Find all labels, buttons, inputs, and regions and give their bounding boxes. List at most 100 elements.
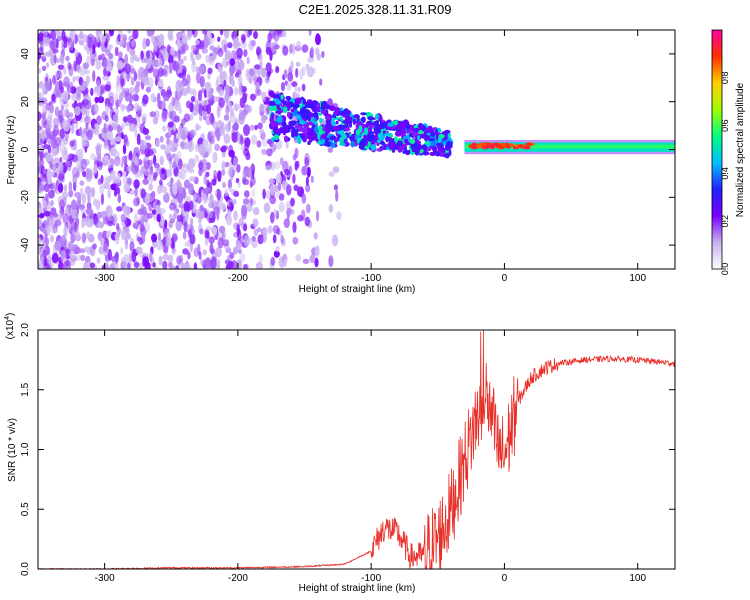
noise-blob (287, 72, 294, 82)
noise-blob (51, 93, 56, 102)
signal-blob (276, 93, 280, 98)
noise-blob (149, 158, 155, 166)
signal-blob (339, 136, 344, 144)
noise-blob (125, 105, 132, 112)
noise-blob (182, 231, 187, 240)
noise-blob (256, 46, 261, 53)
noise-blob (172, 60, 180, 72)
noise-blob (82, 62, 89, 70)
noise-blob (93, 104, 99, 114)
noise-blob (86, 75, 91, 84)
noise-blob (136, 107, 143, 114)
noise-blob (59, 54, 64, 63)
noise-blob (86, 231, 90, 238)
signal-blob (290, 108, 295, 113)
y-tick-label: 1.0 (20, 442, 31, 456)
noise-blob (42, 105, 48, 116)
x-tick-label: 0 (502, 273, 508, 284)
signal-blob (295, 97, 302, 105)
noise-blob (292, 236, 299, 245)
noise-blob (225, 104, 230, 117)
noise-blob (114, 252, 119, 263)
noise-blob (279, 157, 284, 166)
noise-blob (177, 49, 181, 61)
signal-blob (409, 132, 413, 137)
noise-blob (41, 129, 46, 141)
noise-blob (305, 63, 310, 71)
carrier-peak (479, 142, 488, 147)
noise-blob (184, 141, 189, 150)
noise-blob (122, 173, 128, 186)
noise-blob (92, 243, 97, 250)
noise-blob (205, 171, 210, 178)
noise-blob (251, 170, 255, 180)
snr-multiplier-base: (x10 (5, 319, 16, 339)
noise-blob (142, 206, 147, 216)
noise-blob (74, 33, 78, 45)
noise-blob (167, 53, 174, 65)
signal-blob (376, 148, 383, 152)
noise-blob (68, 181, 73, 193)
signal-blob (303, 109, 308, 114)
noise-blob (121, 77, 125, 87)
noise-blob (100, 33, 107, 44)
signal-blob (418, 130, 424, 135)
noise-blob (175, 132, 182, 140)
noise-blob (118, 92, 124, 103)
noise-blob (276, 227, 281, 235)
noise-blob (237, 181, 241, 188)
signal-blob (285, 101, 292, 109)
noise-blob (202, 30, 208, 35)
noise-blob (280, 235, 285, 244)
noise-blob (64, 100, 69, 110)
noise-blob (69, 140, 75, 147)
signal-blob (383, 143, 387, 151)
noise-blob (174, 100, 181, 111)
noise-blob (178, 203, 185, 209)
noise-blob (270, 211, 275, 224)
noise-blob (189, 241, 193, 253)
noise-blob (304, 216, 311, 227)
noise-blob (219, 71, 226, 80)
noise-blob (168, 221, 173, 229)
noise-blob (144, 192, 151, 205)
noise-blob (248, 30, 253, 36)
noise-blob (169, 110, 174, 120)
signal-blob (324, 137, 330, 141)
noise-blob (216, 130, 221, 142)
signal-blob (335, 120, 339, 125)
noise-blob (73, 181, 77, 192)
noise-blob (139, 224, 145, 232)
noise-blob (151, 209, 157, 215)
noise-blob (57, 164, 65, 172)
signal-blob (339, 142, 346, 146)
noise-blob (231, 131, 238, 143)
signal-blob (284, 135, 289, 143)
noise-blob (131, 39, 136, 47)
noise-blob (161, 168, 165, 175)
noise-blob (238, 217, 244, 227)
noise-blob (228, 166, 234, 178)
noise-blob (252, 218, 259, 228)
signal-blob (360, 116, 366, 123)
noise-blob (136, 236, 141, 242)
signal-blob (282, 106, 288, 114)
noise-blob (123, 254, 130, 265)
noise-blob (260, 67, 267, 78)
noise-blob (246, 204, 253, 212)
signal-blob (363, 134, 368, 139)
noise-blob (86, 35, 92, 47)
noise-blob (310, 175, 314, 184)
noise-blob (156, 240, 163, 251)
noise-blob (117, 172, 121, 184)
signal-blob (324, 115, 331, 120)
noise-blob (39, 253, 44, 260)
carrier-peak (470, 145, 478, 150)
noise-blob (54, 240, 62, 251)
noise-blob (143, 170, 151, 176)
noise-blob (217, 48, 224, 57)
spectrogram-marks (38, 30, 675, 269)
noise-blob (276, 173, 282, 185)
noise-blob (162, 254, 169, 261)
